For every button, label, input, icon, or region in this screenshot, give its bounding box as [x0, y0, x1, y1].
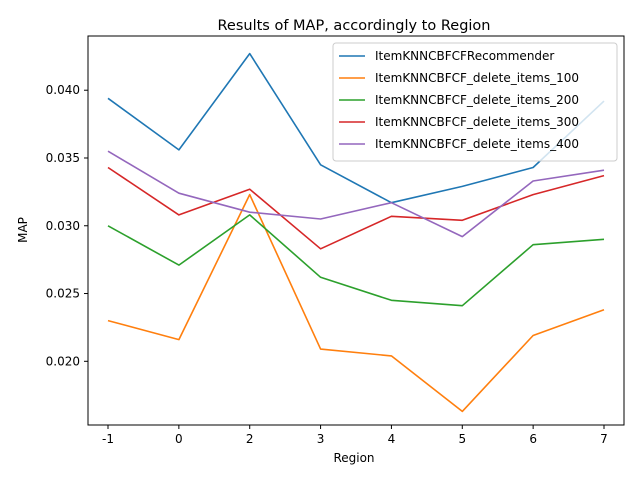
series-line-3	[107, 214, 605, 307]
y-tick-label: 0.025	[46, 287, 80, 301]
legend-label: ItemKNNCBFCFRecommender	[375, 49, 554, 63]
legend-label: ItemKNNCBFCF_delete_items_400	[375, 137, 579, 151]
y-tick-label: 0.020	[46, 354, 80, 368]
legend-label: ItemKNNCBFCF_delete_items_200	[375, 93, 579, 107]
series-line-5	[107, 150, 605, 238]
y-tick-label: 0.030	[46, 219, 80, 233]
legend-label: ItemKNNCBFCF_delete_items_100	[375, 71, 579, 85]
x-tick-label: 0	[175, 432, 183, 446]
y-axis-label: MAP	[16, 217, 30, 243]
x-tick-label: 6	[529, 432, 537, 446]
series-line-4	[107, 166, 605, 250]
y-tick-label: 0.040	[46, 83, 80, 97]
x-tick-label: -1	[102, 432, 114, 446]
chart-title: Results of MAP, accordingly to Region	[217, 18, 490, 34]
x-axis-label: Region	[333, 451, 374, 465]
y-axis: 0.020 0.025 0.030 0.035 0.040	[46, 83, 88, 368]
legend: ItemKNNCBFCFRecommender ItemKNNCBFCF_dele…	[332, 42, 618, 162]
plot-frame	[87, 35, 625, 426]
series-line-1	[107, 52, 605, 204]
x-tick-label: 7	[600, 432, 608, 446]
y-tick-label: 0.035	[46, 151, 80, 165]
legend-label: ItemKNNCBFCF_delete_items_300	[375, 115, 579, 129]
x-tick-label: 3	[317, 432, 325, 446]
x-tick-label: 2	[246, 432, 254, 446]
legend-box	[332, 42, 618, 162]
series-layer	[107, 52, 605, 413]
x-tick-label: 4	[388, 432, 396, 446]
x-tick-label: 5	[458, 432, 466, 446]
x-axis: -1 0 2 3 4 5 6 7	[102, 425, 608, 446]
series-line-2	[107, 193, 605, 413]
